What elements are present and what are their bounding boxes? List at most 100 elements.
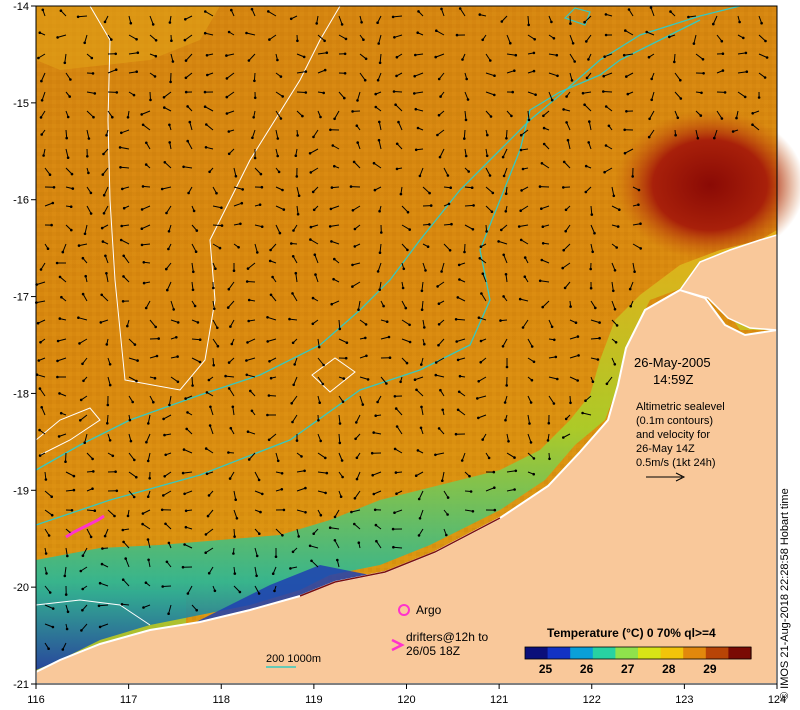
velocity-arrow-head (104, 21, 107, 24)
velocity-arrow-head (584, 399, 587, 402)
velocity-arrow-head (539, 280, 542, 283)
velocity-arrow-head (220, 206, 223, 209)
velocity-arrow-head (592, 380, 595, 383)
velocity-arrow-head (764, 76, 767, 79)
velocity-arrow-head (602, 75, 605, 78)
velocity-arrow-head (378, 121, 381, 124)
velocity-arrow-head (212, 364, 215, 367)
velocity-arrow-head (355, 421, 358, 424)
velocity-arrow-head (436, 134, 439, 137)
velocity-arrow-head (193, 210, 196, 213)
velocity-arrow-head (115, 68, 118, 71)
velocity-arrow-head (122, 529, 125, 532)
colorbar-tick-label: 27 (621, 662, 635, 676)
velocity-arrow-head (40, 406, 43, 409)
velocity-arrow-head (281, 189, 284, 192)
velocity-arrow-head (405, 307, 408, 310)
colorbar-cell (683, 647, 706, 659)
velocity-arrow-head (329, 225, 332, 228)
velocity-arrow-head (540, 207, 543, 210)
velocity-arrow-head (309, 152, 312, 155)
velocity-arrow-head (493, 471, 496, 474)
velocity-arrow-head (593, 232, 596, 235)
velocity-arrow-head (746, 70, 749, 73)
velocity-arrow-head (389, 356, 392, 359)
velocity-arrow-head (353, 523, 356, 526)
velocity-arrow-head (169, 81, 172, 84)
velocity-arrow-head (374, 189, 377, 192)
velocity-arrow-head (124, 557, 127, 560)
drifters-label-1: drifters@12h to (406, 630, 489, 644)
velocity-arrow-head (493, 486, 496, 489)
velocity-arrow-head (206, 74, 209, 77)
map-frame (35, 6, 800, 684)
velocity-arrow-head (606, 383, 609, 386)
velocity-arrow-head (567, 139, 570, 142)
velocity-arrow-head (224, 375, 227, 378)
velocity-arrow-head (597, 358, 600, 361)
velocity-arrow-head (143, 261, 146, 264)
velocity-arrow-head (693, 42, 696, 45)
velocity-arrow-head (393, 90, 396, 93)
y-tick-label: -14 (13, 1, 29, 13)
velocity-arrow-head (40, 268, 43, 271)
velocity-arrow-head (722, 69, 725, 72)
velocity-arrow-head (145, 441, 148, 444)
velocity-arrow-head (195, 609, 198, 612)
velocity-arrow-head (177, 321, 180, 324)
velocity-arrow-head (342, 401, 345, 404)
velocity-arrow-head (702, 72, 705, 75)
velocity-arrow-head (605, 34, 608, 37)
velocity-arrow-head (81, 609, 84, 612)
velocity-arrow-head (738, 21, 741, 24)
velocity-arrow-head (582, 92, 585, 95)
velocity-arrow-head (147, 538, 150, 541)
velocity-arrow-head (627, 93, 630, 96)
velocity-arrow-head (169, 21, 172, 24)
info-desc-3: and velocity for (636, 429, 710, 441)
info-desc-1: Altimetric sealevel (636, 401, 725, 413)
velocity-arrow-head (270, 377, 273, 380)
velocity-arrow-head (168, 124, 171, 127)
velocity-arrow-head (164, 161, 167, 164)
velocity-arrow-head (380, 231, 383, 234)
velocity-arrow-head (176, 355, 179, 358)
velocity-arrow-head (37, 322, 40, 325)
velocity-arrow-head (135, 476, 138, 479)
velocity-arrow-head (170, 39, 173, 42)
velocity-arrow-head (329, 129, 332, 132)
velocity-arrow-head (145, 581, 148, 584)
velocity-arrow-head (249, 390, 252, 393)
velocity-arrow-head (221, 224, 224, 227)
velocity-arrow-head (423, 343, 426, 346)
velocity-arrow-head (101, 227, 104, 230)
velocity-arrow-head (406, 249, 409, 252)
velocity-arrow-head (168, 141, 171, 144)
x-tick-label: 121 (490, 694, 508, 706)
velocity-arrow-head (323, 40, 326, 43)
velocity-arrow-head (507, 440, 510, 443)
velocity-arrow-head (533, 52, 536, 55)
velocity-arrow-head (161, 188, 164, 191)
velocity-arrow-head (350, 511, 353, 514)
velocity-arrow-head (208, 171, 211, 174)
velocity-arrow-head (255, 575, 258, 578)
x-tick-label: 120 (397, 694, 415, 706)
velocity-arrow-head (336, 559, 339, 562)
velocity-arrow-head (292, 255, 295, 258)
velocity-arrow-head (463, 251, 466, 254)
velocity-arrow-head (556, 75, 559, 78)
velocity-arrow-head (254, 157, 257, 160)
velocity-arrow-head (744, 96, 747, 99)
velocity-arrow-head (71, 509, 74, 512)
velocity-arrow-head (80, 570, 83, 573)
velocity-arrow-head (339, 328, 342, 331)
velocity-arrow-head (68, 95, 71, 98)
velocity-arrow-head (237, 246, 240, 249)
velocity-arrow-head (246, 280, 249, 283)
velocity-arrow-head (162, 494, 165, 497)
velocity-arrow-head (258, 592, 261, 595)
velocity-arrow-head (90, 192, 93, 195)
velocity-arrow-head (149, 99, 152, 102)
velocity-arrow-head (605, 105, 608, 108)
